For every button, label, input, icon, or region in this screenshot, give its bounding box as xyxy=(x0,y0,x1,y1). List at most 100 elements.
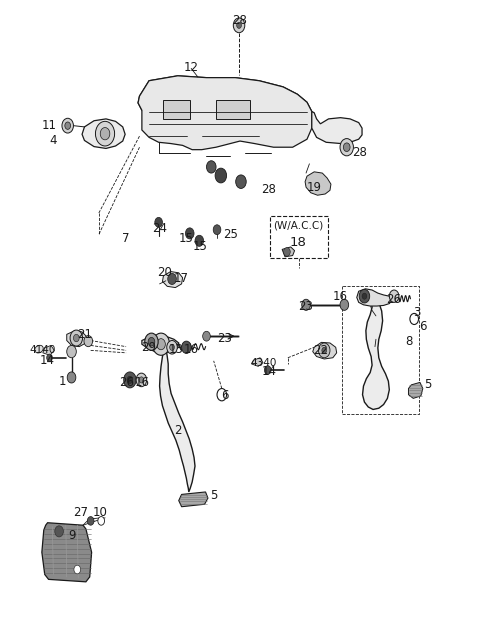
Text: 9: 9 xyxy=(68,529,75,542)
Circle shape xyxy=(74,565,81,574)
Text: 18: 18 xyxy=(290,236,307,249)
Text: 16: 16 xyxy=(333,291,348,304)
Text: 19: 19 xyxy=(307,181,322,194)
Circle shape xyxy=(264,366,271,375)
Polygon shape xyxy=(43,346,54,355)
Text: 11: 11 xyxy=(42,119,57,132)
Polygon shape xyxy=(162,271,182,288)
Circle shape xyxy=(65,122,71,130)
Text: 4340: 4340 xyxy=(251,358,277,368)
Text: 12: 12 xyxy=(184,60,199,73)
Circle shape xyxy=(362,293,367,299)
Polygon shape xyxy=(312,112,362,144)
Text: 16: 16 xyxy=(184,343,199,356)
Circle shape xyxy=(84,336,93,347)
Text: 17: 17 xyxy=(174,272,189,285)
Circle shape xyxy=(169,344,174,350)
Circle shape xyxy=(319,343,330,358)
Polygon shape xyxy=(313,342,336,359)
Text: 23: 23 xyxy=(299,299,313,313)
Circle shape xyxy=(236,175,246,188)
Circle shape xyxy=(203,331,210,341)
Text: 14: 14 xyxy=(262,365,277,378)
Text: 16: 16 xyxy=(135,376,150,389)
Polygon shape xyxy=(138,76,312,130)
Polygon shape xyxy=(179,492,208,507)
Circle shape xyxy=(153,333,169,355)
Circle shape xyxy=(340,139,353,156)
Text: 15: 15 xyxy=(179,232,194,245)
Circle shape xyxy=(185,228,194,239)
Circle shape xyxy=(233,18,245,33)
Polygon shape xyxy=(67,331,87,347)
Text: 3: 3 xyxy=(413,305,420,319)
Circle shape xyxy=(87,516,94,525)
Polygon shape xyxy=(138,76,312,150)
Circle shape xyxy=(98,516,105,525)
Polygon shape xyxy=(163,101,190,119)
Circle shape xyxy=(100,128,110,140)
Circle shape xyxy=(181,341,191,354)
Circle shape xyxy=(155,217,162,227)
Text: 6: 6 xyxy=(221,389,228,402)
Polygon shape xyxy=(408,383,423,399)
Text: 28: 28 xyxy=(233,14,247,27)
Circle shape xyxy=(148,337,155,346)
Text: 22: 22 xyxy=(313,344,328,357)
Text: 4: 4 xyxy=(49,134,57,147)
Text: 28: 28 xyxy=(262,183,276,196)
Circle shape xyxy=(96,122,115,146)
Circle shape xyxy=(340,299,348,310)
Text: 7: 7 xyxy=(122,232,130,245)
Circle shape xyxy=(47,354,52,362)
Text: 4140: 4140 xyxy=(29,346,56,355)
Circle shape xyxy=(343,143,350,152)
Polygon shape xyxy=(282,247,295,257)
Polygon shape xyxy=(252,358,263,366)
Circle shape xyxy=(145,333,158,350)
Text: (W/A.C.C): (W/A.C.C) xyxy=(273,220,324,230)
Circle shape xyxy=(359,289,370,303)
Text: 5: 5 xyxy=(210,489,218,502)
Polygon shape xyxy=(82,119,125,149)
Polygon shape xyxy=(142,336,179,353)
Polygon shape xyxy=(216,101,250,119)
Circle shape xyxy=(124,372,136,388)
Circle shape xyxy=(195,235,204,246)
Text: 6: 6 xyxy=(419,320,427,333)
Circle shape xyxy=(67,346,76,358)
Polygon shape xyxy=(42,523,92,582)
Circle shape xyxy=(206,161,216,173)
FancyBboxPatch shape xyxy=(270,216,328,258)
Circle shape xyxy=(322,347,326,354)
Text: 5: 5 xyxy=(424,378,431,391)
Text: 21: 21 xyxy=(77,328,92,341)
Circle shape xyxy=(389,290,399,302)
Circle shape xyxy=(67,372,76,383)
Circle shape xyxy=(73,334,79,342)
Circle shape xyxy=(157,339,165,350)
Text: 27: 27 xyxy=(73,507,89,520)
Text: 20: 20 xyxy=(157,267,171,280)
Circle shape xyxy=(237,22,241,28)
Circle shape xyxy=(62,118,73,133)
Circle shape xyxy=(215,168,227,183)
Text: 13: 13 xyxy=(168,343,183,356)
Text: 1: 1 xyxy=(58,375,66,387)
Text: 10: 10 xyxy=(93,507,108,520)
Circle shape xyxy=(410,313,419,325)
Circle shape xyxy=(167,341,177,354)
Text: 8: 8 xyxy=(405,335,412,348)
Text: 26: 26 xyxy=(386,292,402,306)
Polygon shape xyxy=(362,293,389,410)
Text: 15: 15 xyxy=(192,240,207,253)
Text: 23: 23 xyxy=(217,332,232,345)
Circle shape xyxy=(127,376,133,384)
Circle shape xyxy=(217,389,227,401)
Circle shape xyxy=(136,373,147,387)
Text: 14: 14 xyxy=(40,354,55,367)
Circle shape xyxy=(284,247,290,256)
Text: 2: 2 xyxy=(174,424,181,437)
Polygon shape xyxy=(305,172,331,195)
Circle shape xyxy=(213,225,221,234)
